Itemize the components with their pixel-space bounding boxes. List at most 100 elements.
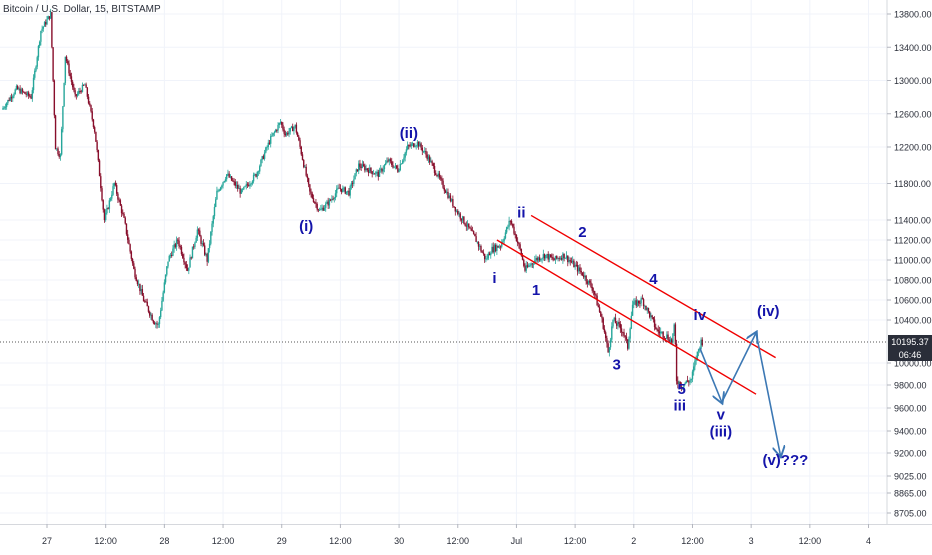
candle-body <box>32 77 35 91</box>
candle-body <box>512 223 514 227</box>
candle-body <box>43 22 46 27</box>
candle-body <box>339 188 342 189</box>
candle-body <box>244 186 246 187</box>
wave-label[interactable]: 1 <box>532 282 540 299</box>
candle-body <box>614 317 617 324</box>
candle-body <box>34 70 36 78</box>
candle-body <box>56 148 58 150</box>
wave-label[interactable]: i <box>492 270 496 287</box>
candle-body <box>70 76 73 82</box>
candle-body <box>184 262 186 265</box>
channel-line[interactable] <box>530 214 776 359</box>
wave-label[interactable]: (i) <box>299 218 313 235</box>
candle-body <box>650 315 652 318</box>
candle-body <box>306 175 309 179</box>
wave-label[interactable]: (iv) <box>757 303 780 320</box>
y-tick-label: 11000.00 <box>894 256 931 266</box>
candles <box>2 8 703 392</box>
candle-body <box>684 382 686 384</box>
candle-body <box>589 280 591 283</box>
candle-body <box>51 12 53 48</box>
candle-body <box>278 123 280 126</box>
candle-body <box>414 146 416 148</box>
candle-body <box>486 258 488 260</box>
time-axis[interactable]: 27 12:00 28 12:00 29 12:00 30 12:00 Jul 12:00 2 12:… <box>42 524 871 546</box>
candle-body <box>494 245 497 251</box>
candle-body <box>519 244 521 249</box>
wave-label[interactable]: (ii) <box>400 125 418 142</box>
candle-body <box>693 366 695 372</box>
wave-label[interactable]: ii <box>517 204 525 221</box>
wave-label[interactable]: iv <box>694 307 707 324</box>
candle-body <box>124 217 126 224</box>
candle-body <box>205 254 207 255</box>
candle-body <box>570 261 573 263</box>
wave-label[interactable]: (v)??? <box>762 452 808 469</box>
candle-body <box>420 143 422 148</box>
x-tick-label: 12:00 <box>564 536 587 546</box>
candle-body <box>139 283 141 292</box>
candle-body <box>288 131 290 135</box>
wave-label[interactable]: v <box>717 407 726 424</box>
candle-body <box>498 246 501 248</box>
candle-body <box>688 381 690 383</box>
candle-body <box>344 187 346 194</box>
candle-body <box>571 260 574 263</box>
candle-body <box>68 63 70 74</box>
wave-label[interactable]: 5 <box>678 381 686 398</box>
countdown-badge <box>888 347 932 361</box>
projection-arrow[interactable] <box>721 333 756 403</box>
candle-body <box>156 323 158 325</box>
candle-body <box>631 304 634 316</box>
candle-body <box>260 159 262 167</box>
x-tick-label: 4 <box>866 536 871 546</box>
y-tick-label: 8865.00 <box>894 489 927 499</box>
candle-body <box>603 328 606 333</box>
candle-body <box>480 246 482 252</box>
candle-body <box>639 303 641 304</box>
candle-body <box>683 383 685 388</box>
candle-body <box>334 193 337 198</box>
candle-body <box>300 146 302 155</box>
candle-body <box>558 258 560 260</box>
wave-label[interactable]: 2 <box>578 224 586 241</box>
x-tick-label: 12:00 <box>94 536 117 546</box>
candle-body <box>655 327 657 329</box>
candle-body <box>310 191 312 194</box>
candle-body <box>355 169 357 174</box>
candle-body <box>405 149 408 153</box>
candle-body <box>358 163 360 172</box>
candle-body <box>664 338 667 340</box>
candle-body <box>276 129 278 131</box>
candle-body <box>133 263 135 269</box>
candle-body <box>221 185 223 188</box>
candle-body <box>531 263 534 265</box>
candle-body <box>463 216 465 224</box>
y-tick-label: 11800.00 <box>894 179 931 189</box>
candle-body <box>30 96 32 99</box>
wave-label[interactable]: iii <box>674 397 687 414</box>
price-axis[interactable]: 13800.00 13400.00 13000.00 12600.00 12200.00… <box>887 10 932 519</box>
wave-label[interactable]: (iii) <box>710 424 733 441</box>
candle-body <box>382 169 384 172</box>
candle-body <box>626 339 629 349</box>
last-price-badge <box>888 334 932 348</box>
wave-label[interactable]: 4 <box>649 271 658 288</box>
candle-body <box>146 301 148 307</box>
candle-body <box>265 147 267 153</box>
candle-body <box>590 282 592 287</box>
x-tick-label: 12:00 <box>329 536 352 546</box>
candle-body <box>76 93 79 96</box>
projection-arrow[interactable] <box>755 332 780 456</box>
channel-line[interactable] <box>496 239 757 395</box>
candle-body <box>113 182 115 187</box>
wave-label[interactable]: 3 <box>613 357 621 374</box>
candle-body <box>315 202 317 204</box>
candle-body <box>267 142 269 147</box>
projection-arrow[interactable] <box>699 347 722 402</box>
candle-body <box>120 205 123 214</box>
y-tick-label: 13400.00 <box>894 43 932 53</box>
candle-body <box>262 156 265 159</box>
